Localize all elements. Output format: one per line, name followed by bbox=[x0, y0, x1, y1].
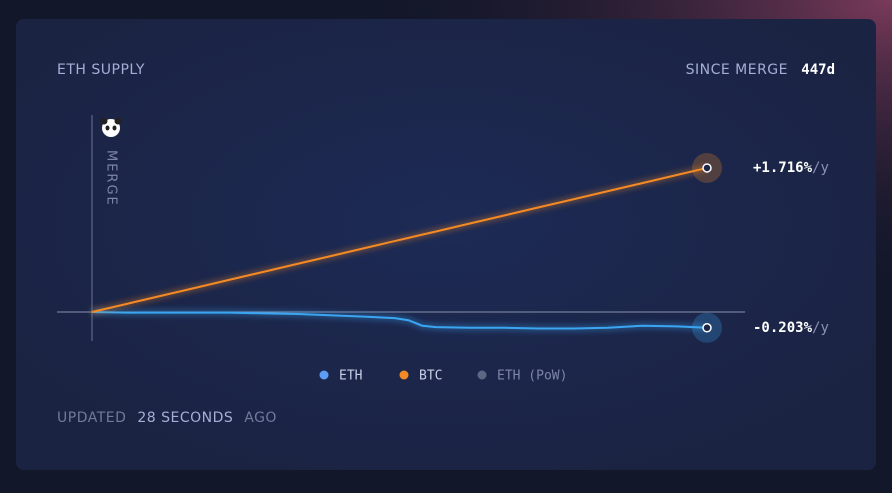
title: ETH SUPPLY bbox=[57, 62, 145, 78]
rate-unit: /y bbox=[812, 320, 829, 336]
rate-label: -0.203%/y bbox=[753, 320, 829, 336]
since-merge-value: 447d bbox=[801, 62, 835, 78]
legend-swatch bbox=[399, 370, 409, 380]
card bbox=[16, 19, 876, 470]
merge-label: MERGE bbox=[104, 150, 119, 207]
series-line bbox=[91, 311, 708, 330]
plot: -0.203%/y+1.716%/y bbox=[91, 152, 829, 343]
rate-value: -0.203% bbox=[753, 320, 813, 336]
legend: ETH BTC ETH (PoW) bbox=[319, 369, 567, 384]
updated-prefix: UPDATED bbox=[57, 410, 126, 426]
rate-unit: /y bbox=[812, 160, 829, 176]
legend-label: ETH bbox=[339, 369, 362, 384]
updated-suffix: AGO bbox=[244, 410, 277, 426]
legend-label: BTC bbox=[419, 369, 442, 384]
updated-text: UPDATED 28 SECONDS AGO bbox=[57, 410, 277, 426]
legend-swatch bbox=[477, 370, 487, 380]
rate-value: +1.716% bbox=[753, 160, 813, 176]
series-line bbox=[91, 166, 708, 313]
legend-label: ETH (PoW) bbox=[497, 369, 567, 384]
since-merge-label: SINCE MERGE bbox=[686, 62, 788, 78]
panda-icon bbox=[100, 117, 122, 137]
updated-time: 28 SECONDS bbox=[137, 410, 233, 426]
legend-swatch bbox=[319, 370, 329, 380]
rate-label: +1.716%/y bbox=[753, 160, 829, 176]
end-point bbox=[702, 323, 712, 333]
end-point bbox=[702, 163, 712, 173]
